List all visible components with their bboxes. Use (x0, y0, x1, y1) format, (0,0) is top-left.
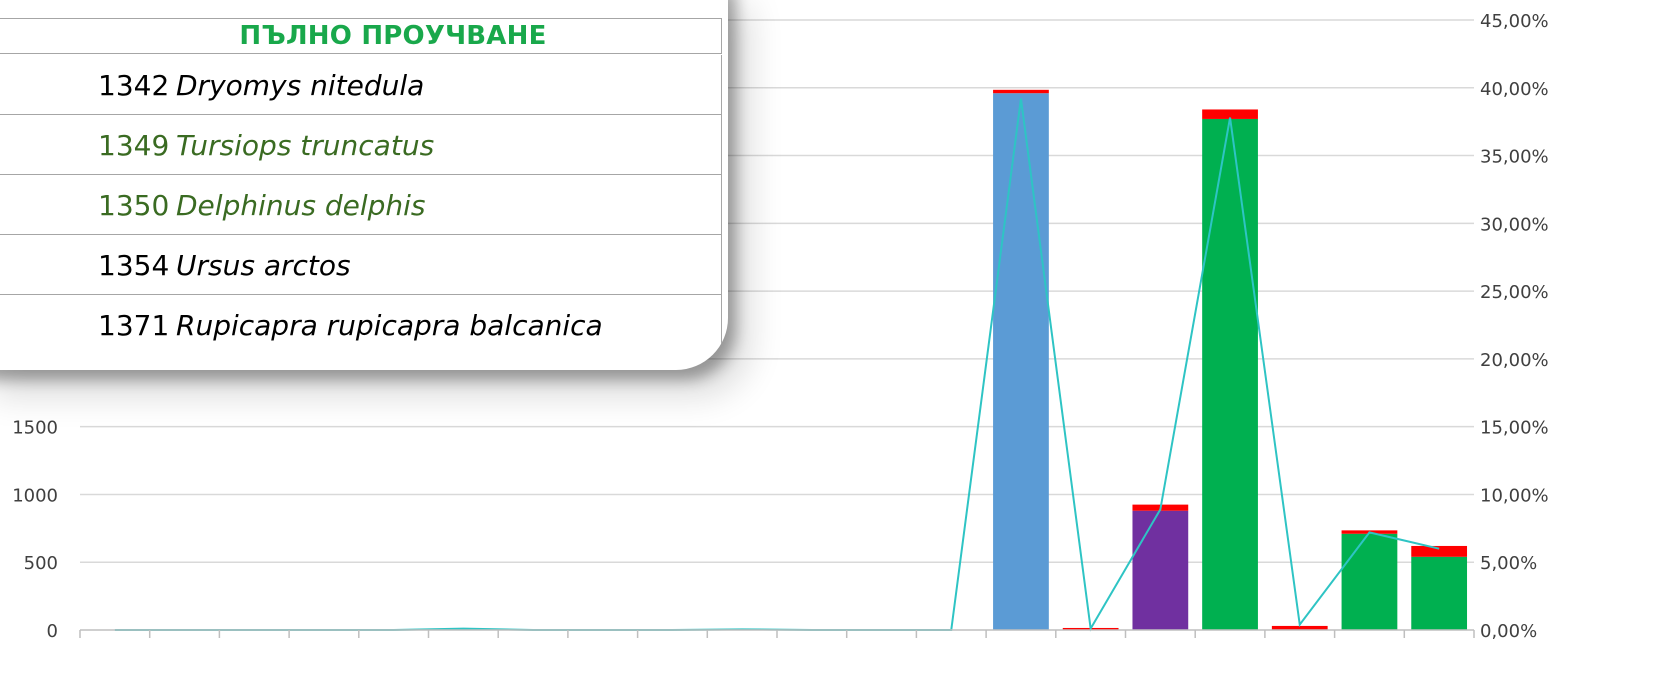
y-left-tick-label: 1000 (12, 485, 58, 506)
bar (1411, 556, 1468, 630)
panel-title: ПЪЛНО ПРОУЧВАНЕ (239, 21, 547, 51)
y-left-tick-label: 0 (47, 621, 58, 642)
species-row: 1371 Rupicapra rupicapra balcanica (0, 295, 722, 355)
species-row: 1342 Dryomys nitedula (0, 55, 722, 115)
species-panel: ПЪЛНО ПРОУЧВАНЕ 1342 Dryomys nitedula 13… (0, 0, 728, 370)
y-right-tick-label: 30,00% (1480, 214, 1549, 235)
y-right-tick-label: 15,00% (1480, 418, 1549, 439)
species-code: 1371 (98, 309, 170, 342)
bar-top-segment (993, 89, 1049, 94)
species-row: 1350 Delphinus delphis (0, 175, 722, 235)
species-row: 1349 Tursiops truncatus (0, 115, 722, 175)
species-name: Ursus arctos (176, 249, 351, 282)
y-right-tick-label: 25,00% (1480, 282, 1549, 303)
species-name: Rupicapra rupicapra balcanica (176, 309, 603, 342)
species-code: 1342 (98, 69, 170, 102)
species-name: Tursiops truncatus (176, 129, 435, 162)
bar-top-segment (1271, 625, 1328, 630)
bar (993, 93, 1049, 630)
axes: 0,00% 5,00% 10,00% 15,00% 20,00% 25,00% 30,00%… (12, 11, 1548, 642)
bar-top-segment (1411, 545, 1468, 557)
species-code: 1354 (98, 249, 170, 282)
bar-top-segment (1202, 109, 1258, 119)
y-right-tick-label: 45,00% (1480, 11, 1549, 32)
species-row: 1354 Ursus arctos (0, 235, 722, 295)
y-right-tick-label: 5,00% (1480, 553, 1537, 574)
y-right-tick-label: 20,00% (1480, 350, 1549, 371)
bar (1341, 533, 1398, 630)
species-name: Dryomys nitedula (176, 69, 425, 102)
species-code: 1350 (98, 189, 170, 222)
bar (1132, 510, 1189, 630)
bar (1202, 118, 1258, 630)
y-left-tick-label: 500 (24, 553, 58, 574)
y-right-tick-label: 35,00% (1480, 147, 1549, 168)
species-code: 1349 (98, 129, 170, 162)
y-right-tick-label: 0,00% (1480, 621, 1537, 642)
panel-header: ПЪЛНО ПРОУЧВАНЕ (0, 18, 722, 54)
bars (993, 89, 1468, 630)
y-right-tick-label: 40,00% (1480, 79, 1549, 100)
y-left-tick-label: 1500 (12, 418, 58, 439)
species-name: Delphinus delphis (176, 189, 426, 222)
y-right-tick-label: 10,00% (1480, 485, 1549, 506)
